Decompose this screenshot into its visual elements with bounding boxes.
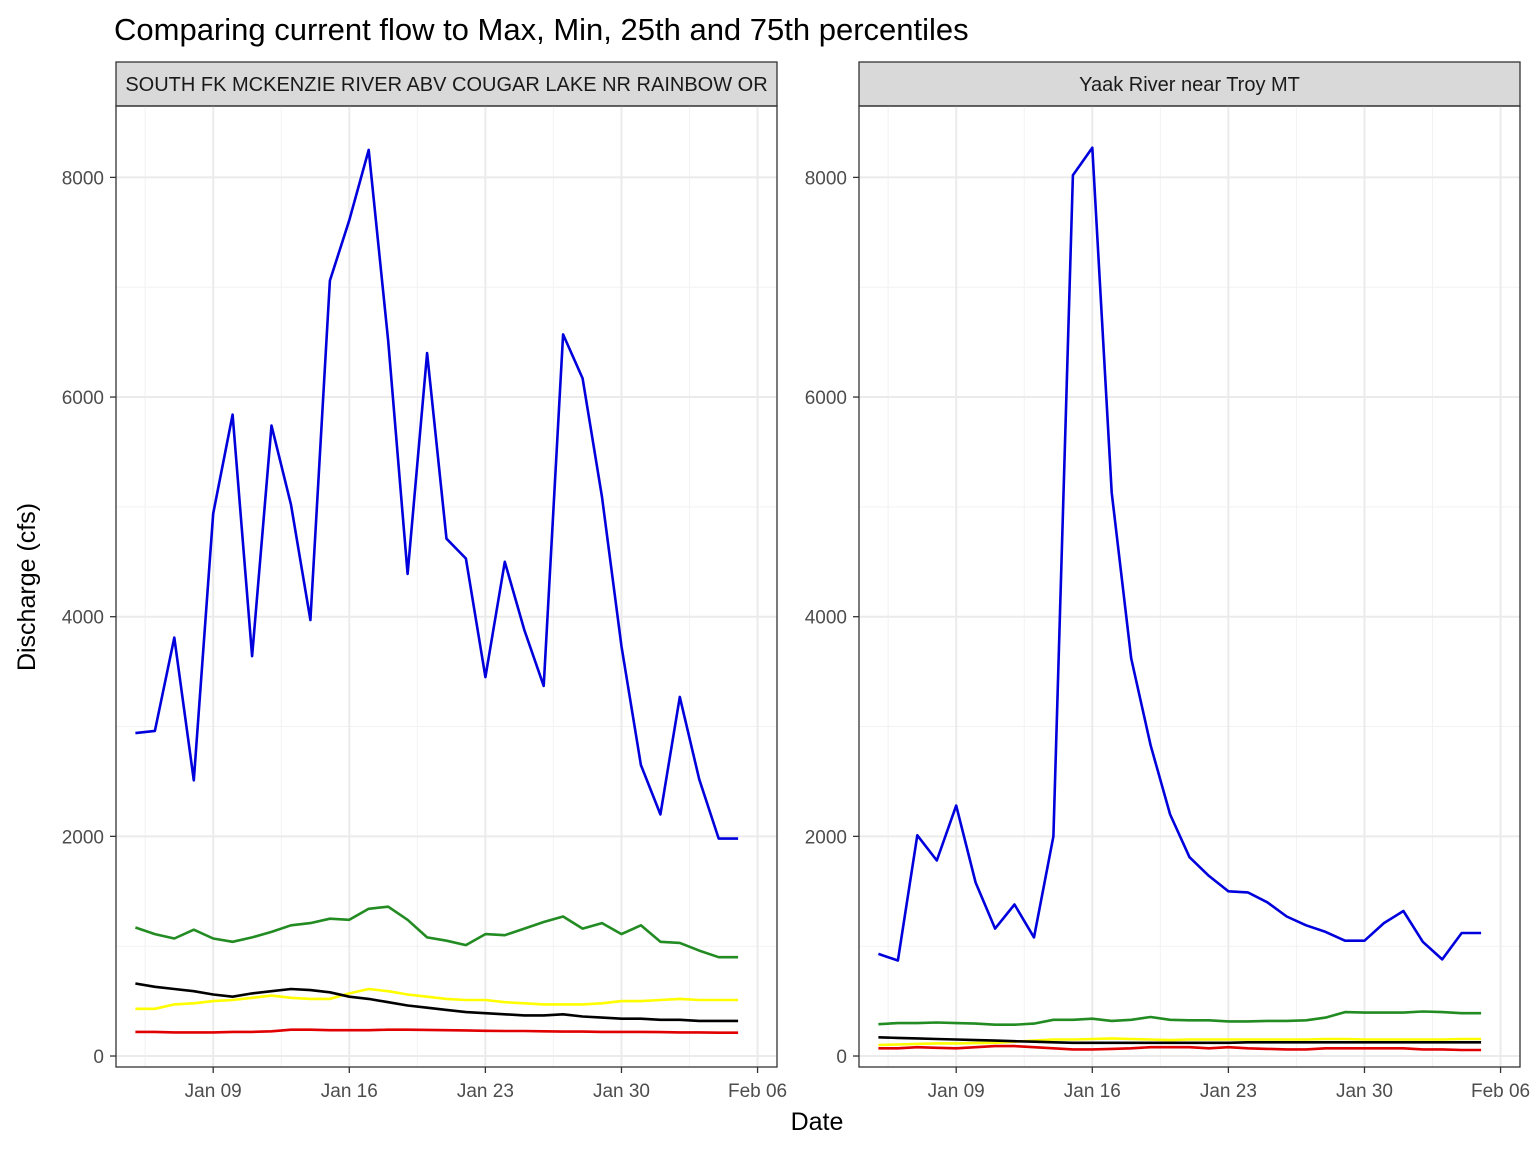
x-axis-title: Date [791,1108,844,1136]
x-tick-label: Jan 23 [457,1081,514,1102]
x-tick-label: Jan 23 [1200,1081,1257,1102]
series-line [877,146,1482,962]
facet-strip-label: Yaak River near Troy MT [1079,74,1300,96]
series-line [878,1010,1482,1026]
x-tick-label: Jan 30 [593,1081,650,1102]
x-tick-label: Jan 16 [1064,1081,1121,1102]
facet-strip [115,61,778,107]
facet-strip-label: SOUTH FK MCKENZIE RIVER ABV COUGAR LAKE … [125,74,767,96]
series-line [134,905,739,959]
series-line [878,1037,1482,1047]
y-tick-label: 6000 [62,388,104,409]
facet-panel: SOUTH FK MCKENZIE RIVER ABV COUGAR LAKE … [62,61,787,1102]
x-tick-label: Jan 16 [321,1081,378,1102]
panels: SOUTH FK MCKENZIE RIVER ABV COUGAR LAKE … [62,61,1530,1102]
y-tick-label: 4000 [62,608,104,629]
y-tick-label: 0 [93,1047,104,1068]
series-line [135,1028,739,1034]
x-tick-label: Feb 06 [728,1081,787,1102]
y-tick-label: 8000 [62,168,104,189]
series-group [134,148,739,1034]
chart-title: Comparing current flow to Max, Min, 25th… [114,12,969,47]
y-tick-label: 0 [836,1047,847,1068]
y-tick-label: 6000 [805,388,847,409]
y-tick-label: 4000 [805,608,847,629]
series-line [135,982,739,1023]
x-tick-label: Feb 06 [1471,1081,1530,1102]
y-tick-label: 8000 [805,168,847,189]
x-tick-label: Jan 09 [928,1081,985,1102]
series-line [878,1044,1482,1052]
series-group [877,146,1482,1052]
x-tick-label: Jan 09 [185,1081,242,1102]
series-line [135,148,739,840]
panel-border [115,105,778,1068]
series-line [135,987,739,1011]
facet-panel: Yaak River near Troy MT 0 2000 4000 6000 8000… [805,61,1530,1102]
y-tick-label: 2000 [62,827,104,848]
panel-border [858,105,1521,1068]
x-tick-label: Jan 30 [1336,1081,1393,1102]
facet-strip [858,61,1521,107]
y-axis-title: Discharge (cfs) [13,503,41,671]
y-tick-label: 2000 [805,827,847,848]
series-line [878,1036,1482,1045]
